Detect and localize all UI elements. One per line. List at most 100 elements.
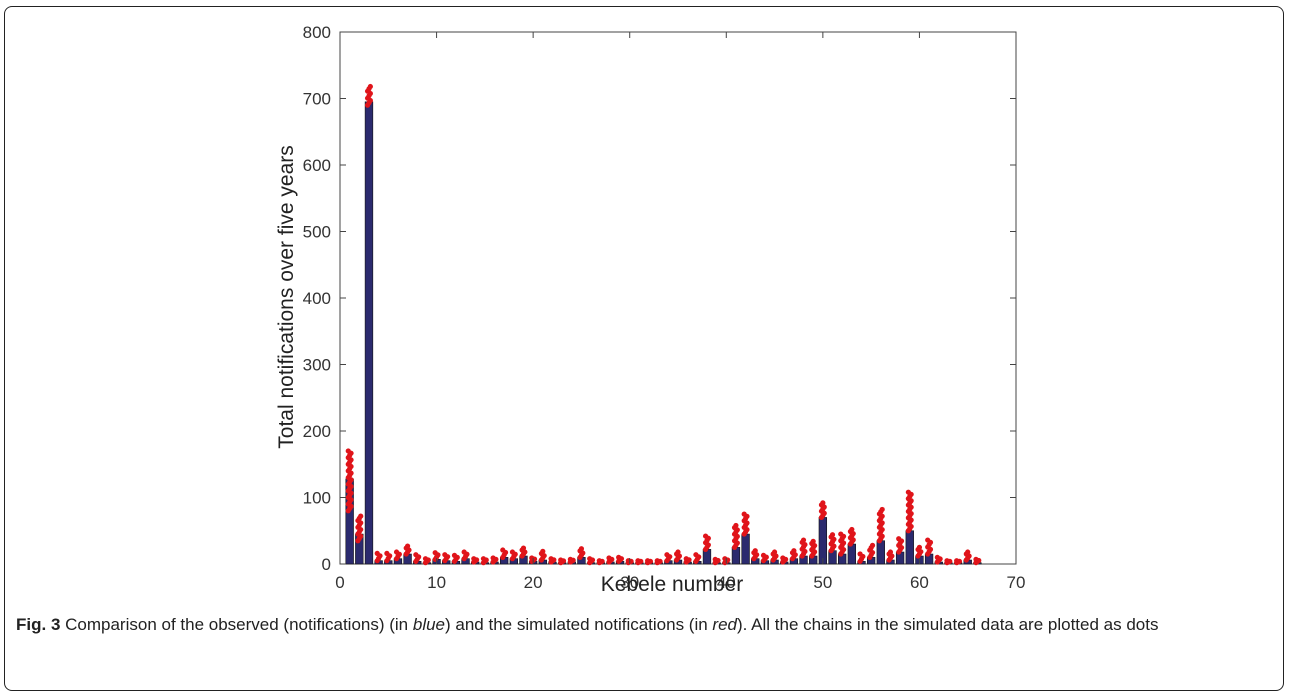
observed-bars (345, 101, 982, 565)
simulated-dot (733, 522, 739, 529)
observed-bar (818, 517, 828, 565)
simulated-dot-cluster (741, 511, 750, 537)
simulated-dot-cluster (876, 506, 885, 544)
simulated-dot (645, 558, 651, 564)
x-tick-label: 70 (1007, 573, 1026, 592)
plot-area (339, 31, 1017, 565)
simulated-dot (540, 548, 546, 554)
caption-label: Fig. 3 (16, 615, 61, 634)
simulated-dot (664, 552, 670, 558)
x-tick-label: 10 (427, 573, 446, 592)
simulated-dot-cluster (461, 549, 470, 562)
simulated-dot (432, 550, 438, 556)
figure-caption: Fig. 3 Comparison of the observed (notif… (16, 612, 1266, 638)
simulated-dot (480, 556, 487, 562)
simulated-dot-cluster (760, 552, 769, 564)
simulated-dot (509, 549, 516, 555)
x-axis: 0 10 20 30 40 50 60 70 (335, 32, 1025, 592)
simulated-dot (693, 552, 699, 558)
simulated-dot (596, 558, 602, 564)
y-tick-label: 600 (303, 156, 331, 175)
x-tick-label: 20 (524, 573, 543, 592)
simulated-dot-cluster (828, 532, 837, 554)
simulated-dot-cluster (915, 544, 924, 559)
simulated-dot (944, 558, 950, 564)
simulated-dot-cluster (480, 556, 489, 566)
simulated-dot-cluster (954, 558, 963, 566)
simulated-dot-cluster (567, 556, 576, 565)
simulated-dot-cluster (712, 556, 721, 566)
simulated-dot-cluster (934, 554, 943, 565)
simulated-dot (973, 556, 979, 562)
y-tick-label: 0 (322, 555, 331, 574)
simulated-dot (810, 538, 816, 544)
simulated-dot (869, 542, 876, 548)
simulated-dot-cluster (925, 537, 934, 557)
simulated-dot-cluster (886, 549, 895, 563)
simulated-dot-cluster (838, 531, 847, 557)
x-tick-label: 60 (910, 573, 929, 592)
simulated-dot-cluster (413, 552, 422, 564)
simulated-dot (791, 548, 797, 554)
simulated-dot (780, 555, 786, 561)
simulated-dot-cluster (751, 548, 760, 562)
simulated-dot-cluster (500, 547, 509, 560)
simulated-dot-cluster (519, 545, 528, 559)
y-tick-label: 500 (303, 223, 331, 242)
simulated-dot (896, 536, 902, 542)
observed-bar (876, 540, 885, 565)
simulated-dot (451, 552, 458, 558)
simulated-dot-cluster (973, 556, 982, 566)
simulated-dots (345, 83, 982, 566)
simulated-dot-cluster (702, 533, 711, 552)
simulated-dot-cluster (645, 558, 654, 566)
simulated-dot (916, 544, 923, 550)
simulated-dot-cluster (731, 522, 740, 550)
simulated-dot-cluster (606, 555, 615, 565)
caption-blue-word: blue (412, 615, 445, 634)
figure-frame (4, 6, 1284, 691)
simulated-dot (606, 555, 612, 561)
simulated-dot-cluster (393, 549, 402, 562)
simulated-dot (367, 83, 373, 90)
simulated-dot-cluster (635, 558, 644, 566)
simulated-dot-cluster (509, 549, 518, 562)
simulated-dot (925, 537, 931, 543)
simulated-dot-cluster (867, 542, 876, 560)
x-tick-label: 50 (813, 573, 832, 592)
simulated-dot (548, 556, 554, 562)
simulated-dot (702, 533, 709, 539)
simulated-dot-cluster (355, 513, 364, 544)
bar-chart: 0 10 20 30 40 50 60 70 0 100 200 300 400 500 600 700 80… (275, 23, 1025, 596)
simulated-dot-cluster (818, 500, 827, 521)
simulated-dot-cluster (577, 546, 586, 560)
simulated-dot-cluster (374, 550, 383, 564)
x-tick-label: 0 (335, 573, 344, 592)
simulated-dot (567, 556, 573, 562)
simulated-dot-cluster (596, 558, 605, 566)
simulated-dot (345, 448, 351, 454)
simulated-dot-cluster (538, 548, 547, 563)
simulated-dot (405, 543, 411, 549)
simulated-dot-cluster (384, 550, 393, 564)
simulated-dot (905, 489, 911, 495)
x-axis-label: Kebele number (601, 573, 743, 596)
simulated-dot-cluster (471, 556, 480, 565)
simulated-dot (616, 554, 622, 560)
simulated-dot-cluster (674, 549, 683, 563)
caption-text: ). All the chains in the simulated data … (737, 615, 1159, 634)
simulated-dot (857, 551, 863, 557)
simulated-dot (712, 556, 718, 562)
simulated-dot (471, 556, 477, 562)
y-tick-label: 800 (303, 23, 331, 42)
simulated-dot (500, 547, 506, 553)
x-tick-label: 30 (620, 573, 639, 592)
simulated-dot (413, 552, 419, 558)
simulated-dot (954, 558, 960, 564)
simulated-dot (879, 506, 885, 513)
simulated-dot (683, 556, 689, 562)
simulated-dot (741, 511, 747, 517)
simulated-dot (393, 549, 400, 555)
simulated-dot (771, 549, 778, 555)
simulated-dot (635, 558, 641, 564)
